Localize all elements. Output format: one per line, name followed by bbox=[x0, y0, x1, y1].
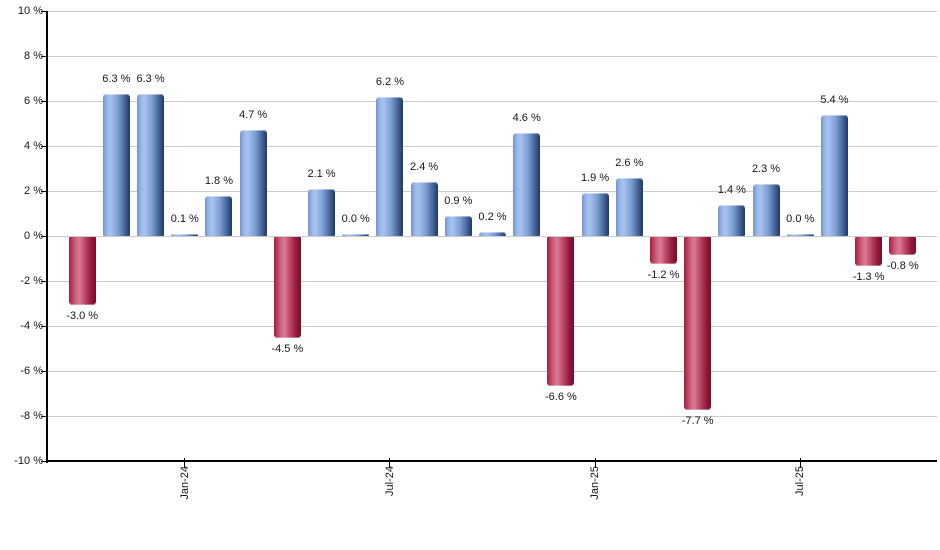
y-axis-label: -4 % bbox=[20, 319, 43, 332]
bar-value-label: -1.3 % bbox=[852, 271, 885, 284]
y-axis-tick bbox=[41, 55, 46, 57]
gridline bbox=[48, 55, 937, 57]
bar bbox=[718, 204, 746, 236]
bar bbox=[820, 114, 848, 236]
y-axis-tick bbox=[41, 325, 46, 327]
y-axis-tick bbox=[41, 100, 46, 102]
bar-value-label: 0.9 % bbox=[444, 194, 473, 207]
bar-value-label: 1.4 % bbox=[717, 183, 746, 196]
bar bbox=[649, 237, 677, 264]
x-axis-tick bbox=[799, 458, 801, 468]
gridline bbox=[48, 10, 937, 12]
bar bbox=[684, 237, 712, 411]
y-axis-tick bbox=[41, 145, 46, 147]
bar-value-label: 0.1 % bbox=[170, 212, 199, 225]
bar-value-label: 6.3 % bbox=[102, 73, 131, 86]
bar-value-label: -3.0 % bbox=[66, 309, 99, 322]
x-axis-tick bbox=[594, 458, 596, 468]
x-axis-label: Jul-24 bbox=[383, 466, 396, 496]
gridline bbox=[48, 145, 937, 147]
bar bbox=[513, 132, 541, 236]
y-axis-label: 10 % bbox=[17, 4, 43, 17]
bar bbox=[889, 237, 917, 255]
bar bbox=[479, 231, 506, 236]
bar-value-label: 5.4 % bbox=[820, 93, 849, 106]
gridline bbox=[48, 100, 937, 102]
bar-value-label: 0.0 % bbox=[786, 213, 815, 225]
bar bbox=[137, 94, 165, 236]
bar bbox=[342, 234, 370, 236]
gridline bbox=[48, 325, 937, 327]
bar bbox=[752, 184, 780, 236]
bar-value-label: 1.8 % bbox=[204, 174, 234, 187]
bar-value-label: 4.7 % bbox=[239, 109, 268, 122]
bar-value-label: -4.5 % bbox=[271, 343, 304, 356]
bar-value-label: 6.3 % bbox=[136, 73, 165, 86]
bar-value-label: 0.2 % bbox=[478, 210, 507, 223]
y-axis-label: 0 % bbox=[24, 229, 43, 242]
bar-value-label: -0.8 % bbox=[886, 260, 919, 272]
bar-value-label: -7.7 % bbox=[681, 415, 714, 428]
bar bbox=[855, 237, 883, 267]
bar-value-label: 6.2 % bbox=[375, 75, 404, 88]
bar bbox=[171, 233, 199, 236]
y-axis-label: -6 % bbox=[20, 364, 43, 377]
gridline bbox=[48, 280, 937, 282]
y-axis-label: -10 % bbox=[14, 454, 43, 467]
y-axis-tick bbox=[41, 460, 46, 462]
bar bbox=[273, 237, 301, 339]
bar bbox=[205, 195, 233, 236]
x-axis-line bbox=[46, 460, 937, 462]
bar bbox=[615, 177, 643, 236]
bar-value-label: -6.6 % bbox=[544, 390, 577, 403]
x-axis-tick bbox=[184, 458, 186, 468]
y-axis-tick bbox=[41, 415, 46, 417]
y-axis-label: -2 % bbox=[20, 274, 43, 287]
bar bbox=[68, 237, 96, 305]
bar bbox=[376, 96, 404, 236]
gridline bbox=[48, 190, 937, 192]
x-axis-label: Jul-25 bbox=[794, 466, 807, 496]
y-axis-tick bbox=[41, 10, 46, 12]
bar-value-label: 4.6 % bbox=[512, 111, 541, 124]
gridline bbox=[48, 370, 937, 372]
bar-value-label: 2.6 % bbox=[615, 156, 644, 169]
y-axis-tick bbox=[41, 190, 46, 192]
bar bbox=[581, 193, 609, 236]
gridline bbox=[48, 415, 937, 417]
y-axis-label: 2 % bbox=[24, 184, 43, 197]
bar bbox=[786, 234, 814, 236]
bar bbox=[308, 188, 336, 236]
bar-value-label: 2.1 % bbox=[307, 167, 336, 180]
gridline bbox=[48, 235, 937, 237]
bar bbox=[239, 130, 267, 236]
bar bbox=[102, 94, 130, 236]
bar-value-label: 2.4 % bbox=[410, 161, 439, 173]
y-axis-line bbox=[46, 11, 48, 463]
y-axis-label: 6 % bbox=[24, 94, 43, 107]
x-axis-tick bbox=[389, 458, 391, 468]
x-axis-label: Jan-24 bbox=[178, 466, 191, 500]
y-axis-tick bbox=[41, 280, 46, 282]
y-axis-tick bbox=[41, 235, 46, 237]
y-axis-tick bbox=[41, 370, 46, 372]
bar bbox=[444, 215, 472, 236]
y-axis-label: 8 % bbox=[24, 49, 43, 62]
x-axis-label: Jan-25 bbox=[589, 466, 602, 500]
bar bbox=[410, 182, 438, 236]
y-axis-label: -8 % bbox=[20, 409, 43, 422]
bar-value-label: 2.3 % bbox=[751, 163, 781, 176]
bar-value-label: -1.2 % bbox=[647, 269, 680, 281]
y-axis-label: 4 % bbox=[24, 139, 43, 152]
bar-value-label: 1.9 % bbox=[580, 172, 610, 185]
bar-value-label: 0.0 % bbox=[341, 213, 370, 225]
bar bbox=[547, 237, 575, 386]
